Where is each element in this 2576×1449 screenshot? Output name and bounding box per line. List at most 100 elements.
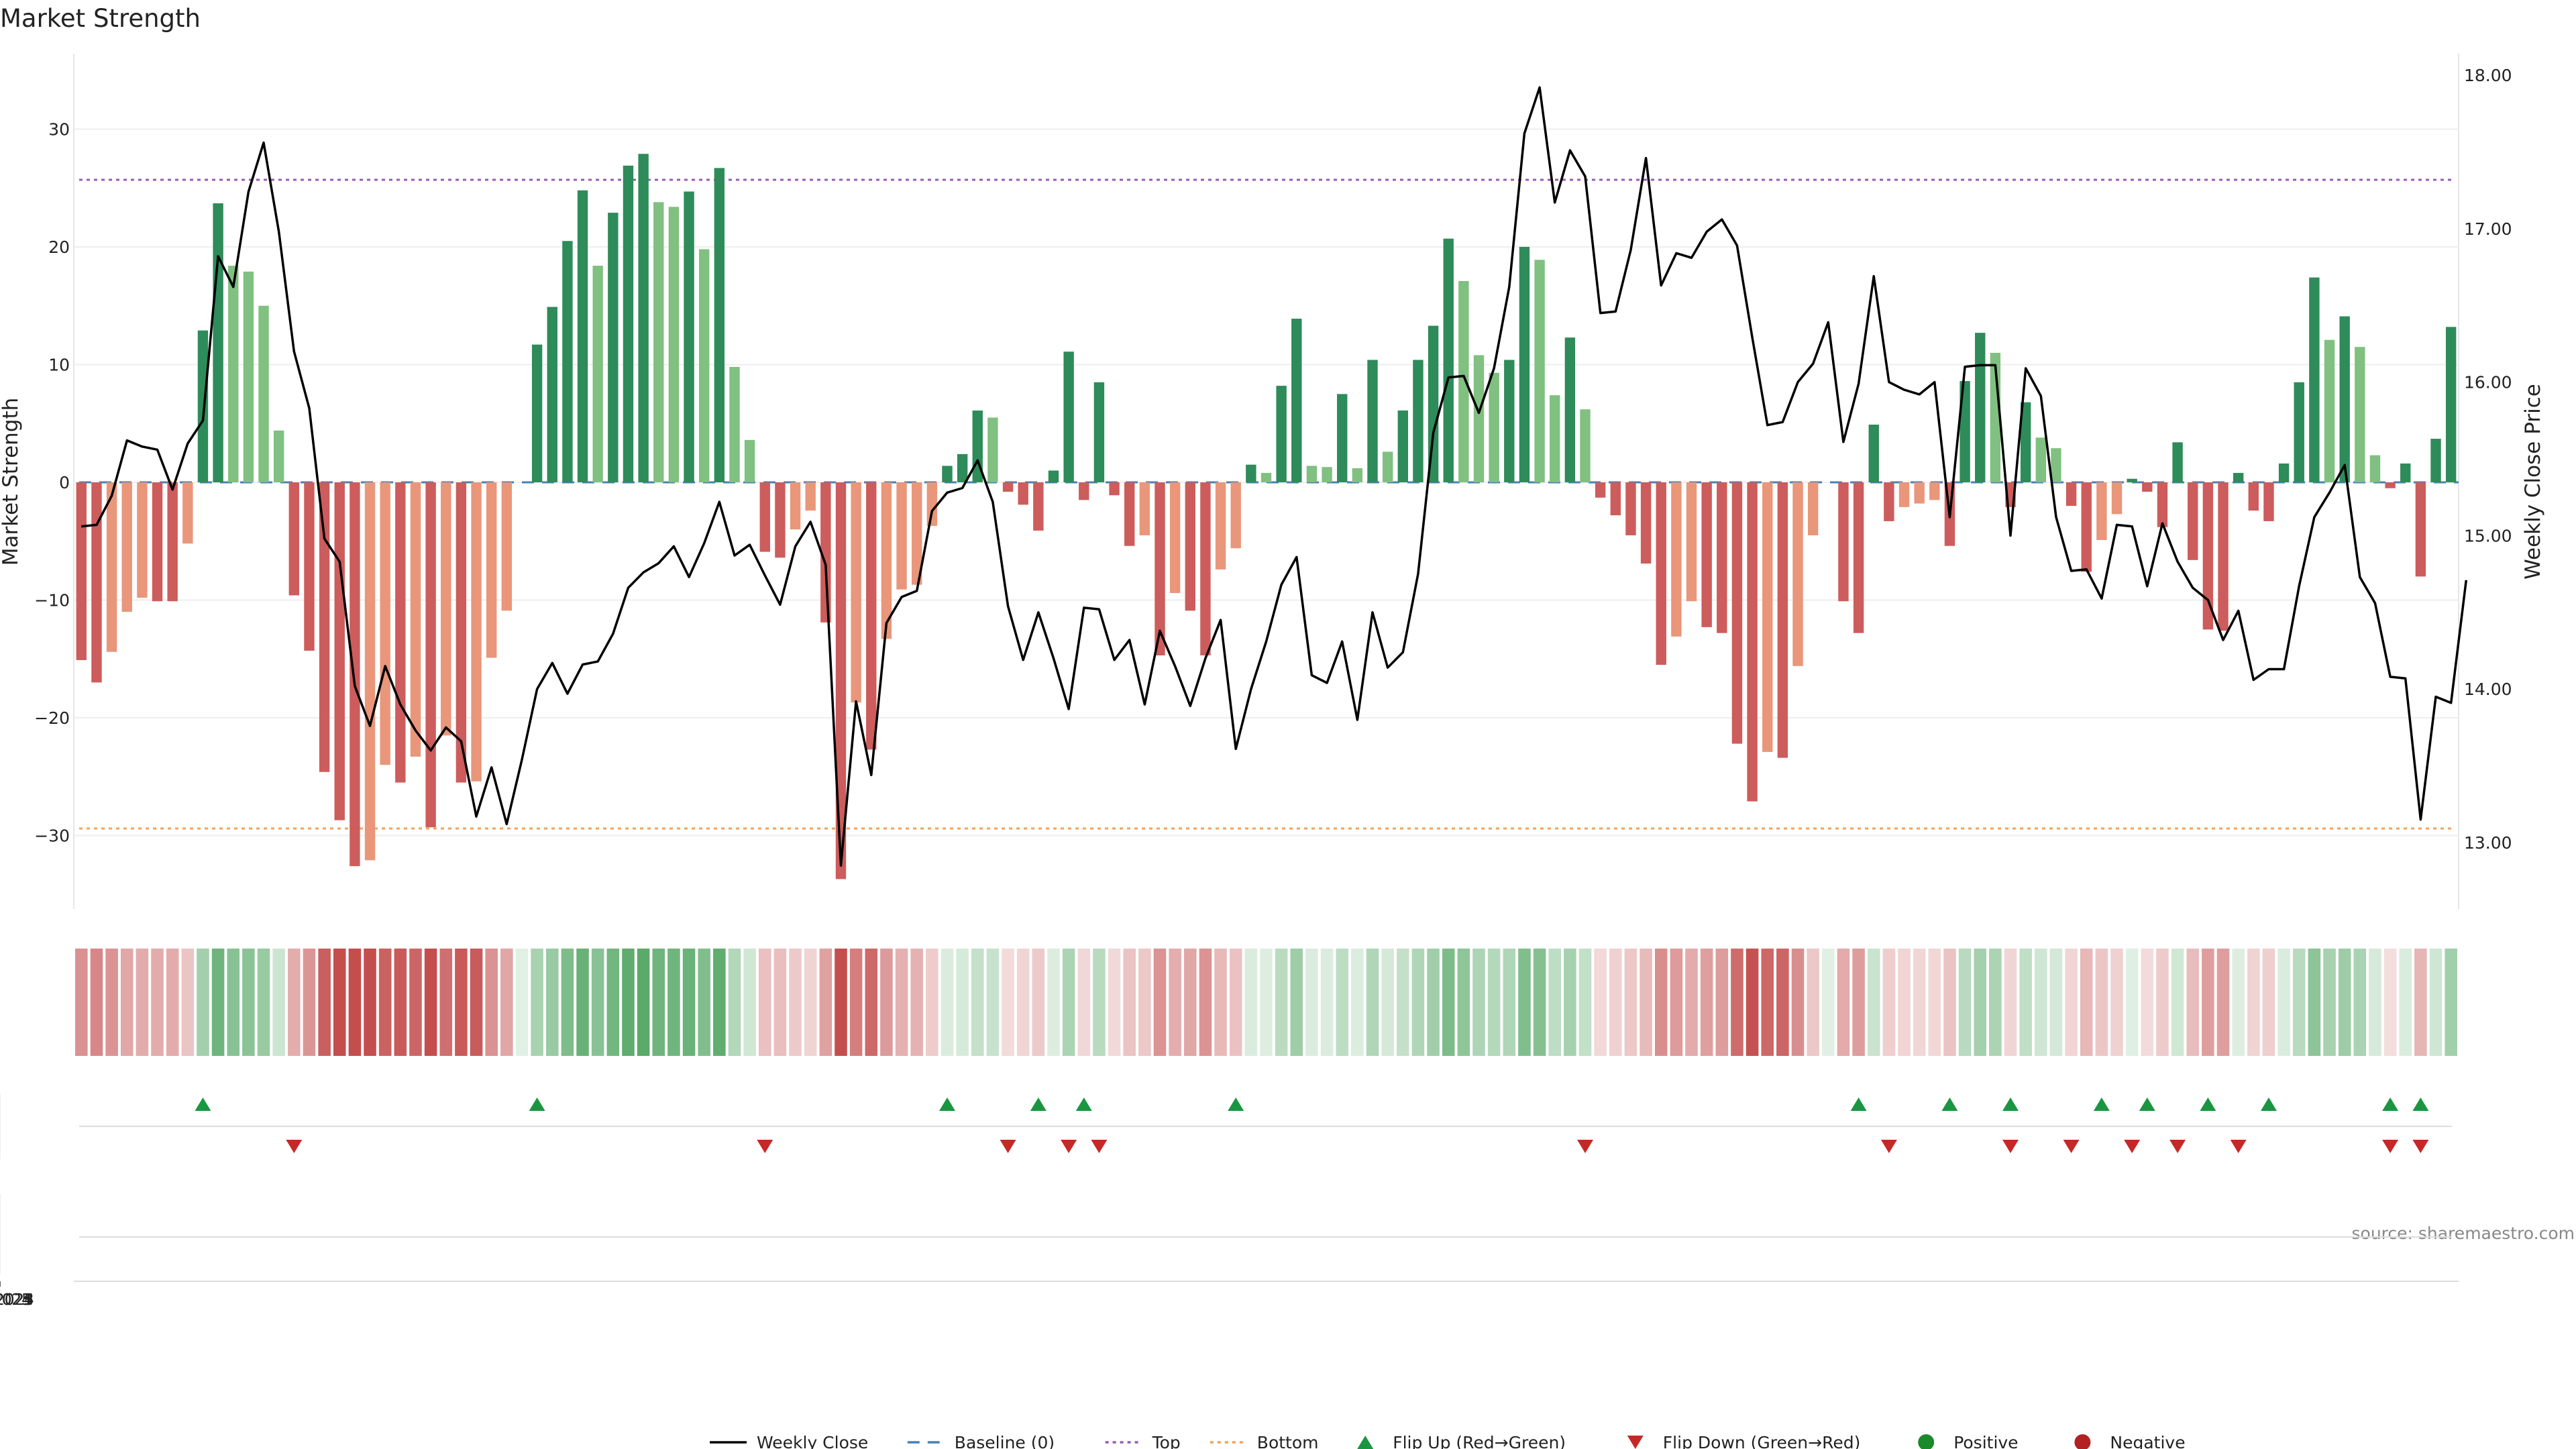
strength-bar: [1762, 482, 1773, 752]
heat-cell: [394, 949, 407, 1056]
heat-cell: [2141, 949, 2154, 1056]
heat-cell: [1123, 949, 1136, 1056]
strength-bar: [1002, 482, 1014, 492]
strength-bar: [2445, 327, 2457, 482]
strength-bar: [1473, 355, 1485, 482]
strength-bar: [1929, 482, 1940, 500]
strength-bar: [1322, 467, 1332, 482]
strength-bar: [698, 249, 710, 482]
strength-bar: [1367, 360, 1378, 482]
heat-cell: [531, 949, 543, 1056]
strength-bar: [1519, 247, 1530, 482]
heat-cell: [1199, 949, 1212, 1056]
strength-bar: [1093, 382, 1105, 482]
strength-bar: [1291, 319, 1302, 482]
strength-bar: [213, 203, 223, 482]
heat-cell: [1351, 949, 1364, 1056]
heat-cell: [2171, 949, 2184, 1056]
strength-bar: [1215, 482, 1226, 570]
strength-bar: [1079, 482, 1089, 500]
heat-cell: [105, 949, 118, 1056]
heat-cell: [318, 949, 331, 1056]
strength-bar: [987, 417, 998, 482]
heat-cell: [865, 949, 878, 1056]
strength-bar: [334, 482, 345, 820]
strength-bar: [167, 482, 178, 602]
strength-bar: [1413, 360, 1424, 482]
heat-cell: [576, 949, 589, 1056]
strength-bar: [2111, 482, 2123, 515]
heat-cell: [485, 949, 498, 1056]
right-y-tick-label: 17.00: [2464, 219, 2512, 239]
heat-cell: [1093, 949, 1106, 1056]
strength-bar: [866, 482, 877, 750]
heat-cell: [2292, 949, 2306, 1056]
legend-positive-label: Positive: [1953, 1433, 2018, 1449]
heat-cell: [622, 949, 635, 1056]
heat-cell: [926, 949, 938, 1056]
strength-bar: [623, 165, 634, 482]
left-y-axis-label: Market Strength: [0, 398, 23, 566]
left-y-tick-label: −30: [34, 826, 70, 846]
heat-cell: [1974, 949, 1987, 1056]
flip-up-marker: [938, 1097, 955, 1111]
strength-bar: [1155, 482, 1165, 655]
strength-bar: [1564, 337, 1576, 482]
strength-bar: [350, 482, 360, 867]
heat-cell: [1913, 949, 1926, 1056]
heat-cell: [1928, 949, 1941, 1056]
strength-bar: [1018, 482, 1028, 505]
strength-bar: [653, 202, 664, 482]
strength-bar: [1033, 482, 1044, 531]
heat-cell: [1427, 949, 1440, 1056]
strength-bar: [425, 482, 436, 828]
heat-cell: [288, 949, 301, 1056]
heat-cell: [667, 949, 680, 1056]
strength-bar: [1124, 482, 1135, 546]
strength-bar: [1868, 425, 1879, 482]
heat-cell: [2414, 949, 2427, 1056]
heat-cell: [789, 949, 802, 1056]
heat-cell: [1624, 949, 1638, 1056]
right-y-tick-label: 13.00: [2464, 833, 2512, 853]
strength-bar: [121, 482, 132, 612]
heat-cell: [2049, 949, 2063, 1056]
strength-bar: [562, 241, 573, 482]
strength-bar: [2142, 482, 2153, 492]
legend-bottom-label: Bottom: [1257, 1433, 1319, 1449]
heat-cell: [2125, 949, 2139, 1056]
strength-bar: [152, 482, 163, 602]
heat-cell: [1989, 949, 2002, 1056]
legend-top-label: Top: [1152, 1433, 1181, 1449]
weekly-close-line: [81, 86, 2468, 867]
strength-bar: [1048, 470, 1059, 482]
strength-bar: [2248, 482, 2259, 511]
strength-bar: [2355, 347, 2365, 482]
strength-bar: [1640, 482, 1652, 564]
heat-cell: [1397, 949, 1409, 1056]
heat-cell: [2035, 949, 2047, 1056]
heat-cell: [956, 949, 969, 1056]
strength-bar: [273, 430, 284, 482]
strength-bar: [638, 154, 649, 483]
strength-bar: [1306, 466, 1318, 482]
left-y-tick-label: −10: [34, 591, 70, 610]
right-y-axis-label: Weekly Close Price: [2521, 384, 2545, 580]
strength-bar: [1884, 482, 1894, 521]
strength-bar: [2051, 448, 2061, 482]
heat-cell: [1472, 949, 1485, 1056]
strength-bar: [2385, 482, 2396, 488]
heat-cell: [1077, 949, 1091, 1056]
strength-bar: [106, 482, 117, 652]
heat-cell: [1002, 949, 1014, 1056]
heat-cell: [835, 949, 847, 1056]
heat-cell: [90, 949, 103, 1056]
heat-cell: [1609, 949, 1622, 1056]
strength-bar: [2430, 439, 2441, 482]
strength-bar: [455, 482, 467, 783]
heat-cell: [1898, 949, 1911, 1056]
heat-cell: [2323, 949, 2336, 1056]
strength-bar: [1276, 386, 1287, 482]
heat-cell: [1746, 949, 1759, 1056]
heat-cell: [728, 949, 741, 1056]
